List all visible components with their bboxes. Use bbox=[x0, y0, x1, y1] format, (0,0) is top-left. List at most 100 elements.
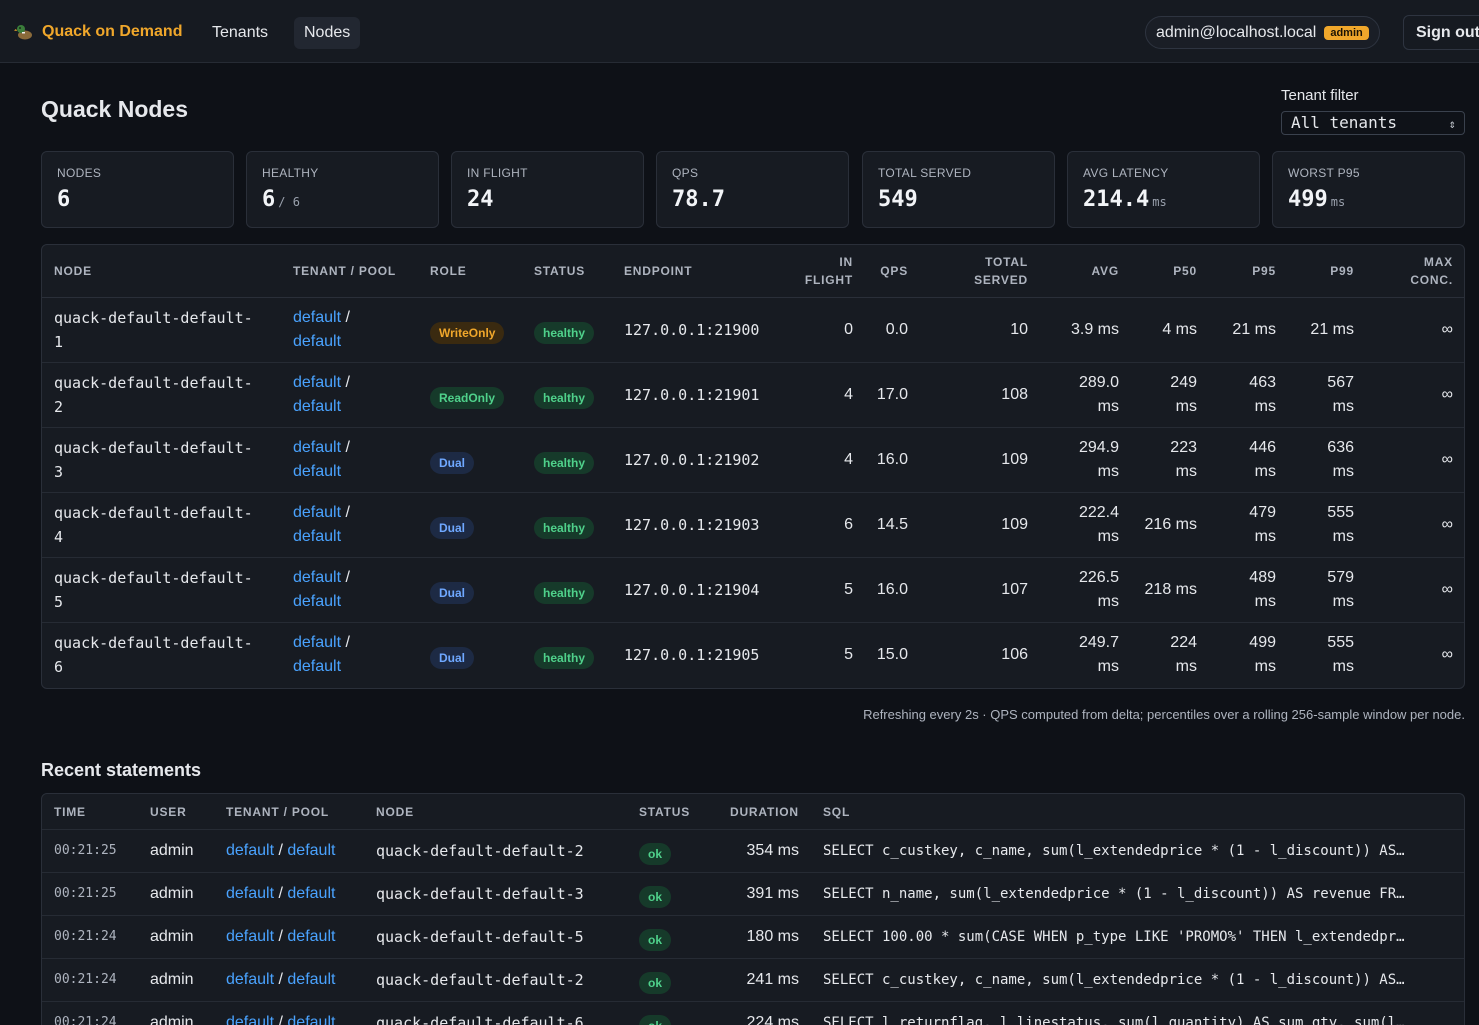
max-concurrency: ∞ bbox=[1441, 581, 1453, 598]
statement-node: quack-default-default-5 bbox=[376, 928, 584, 946]
pool-link[interactable]: default bbox=[293, 333, 342, 350]
statement-row[interactable]: 00:21:25 admin default / default quack-defa… bbox=[42, 829, 1464, 872]
stat-label: QPS bbox=[672, 166, 699, 180]
pool-link[interactable]: default bbox=[293, 528, 342, 545]
pool-link[interactable]: default bbox=[293, 398, 342, 415]
tenant-link[interactable]: default bbox=[226, 885, 275, 902]
node-name: quack-default-default- 5 bbox=[54, 569, 253, 611]
p50-latency: 224 ms bbox=[1170, 634, 1197, 675]
pool-link[interactable]: default bbox=[287, 971, 336, 988]
pool-link[interactable]: default bbox=[293, 593, 342, 610]
stat-card-qps: QPS 78.7 bbox=[656, 151, 849, 228]
total-served: 10 bbox=[1010, 321, 1028, 338]
status-badge: healthy bbox=[534, 452, 595, 474]
table-row: quack-default-default- 5 default / default D… bbox=[42, 558, 1464, 623]
avg-latency: 289.0 ms bbox=[1078, 374, 1119, 415]
status-badge: ok bbox=[639, 929, 672, 951]
status-badge: ok bbox=[639, 1015, 672, 1025]
column-header-user: USER bbox=[150, 805, 187, 819]
statement-row[interactable]: 00:21:25 admin default / default quack-defa… bbox=[42, 872, 1464, 915]
qps: 17.0 bbox=[876, 386, 908, 403]
max-concurrency: ∞ bbox=[1441, 451, 1453, 468]
avg-latency: 294.9 ms bbox=[1078, 439, 1119, 480]
user-menu[interactable]: admin@localhost.local admin bbox=[1145, 16, 1380, 49]
node-name: quack-default-default- 2 bbox=[54, 374, 253, 416]
max-concurrency: ∞ bbox=[1441, 646, 1453, 663]
statement-user: admin bbox=[150, 885, 194, 902]
statement-duration: 391 ms bbox=[746, 885, 799, 902]
in-flight: 0 bbox=[844, 321, 853, 338]
statement-row[interactable]: 00:21:24 admin default / default quack-defa… bbox=[42, 1001, 1464, 1025]
tenant-link[interactable]: default bbox=[293, 309, 342, 326]
in-flight: 5 bbox=[844, 581, 853, 598]
column-header-p99: P99 bbox=[1330, 264, 1354, 278]
sign-out-button[interactable]: Sign out bbox=[1403, 15, 1479, 50]
column-header-in-flight: IN FLIGHT bbox=[804, 255, 853, 287]
pool-link[interactable]: default bbox=[293, 658, 342, 675]
tenant-pool: default / default bbox=[293, 374, 350, 415]
stat-value: 78.7 bbox=[672, 187, 725, 212]
stat-card-total-served: TOTAL SERVED 549 bbox=[862, 151, 1055, 228]
statement-row[interactable]: 00:21:24 admin default / default quack-defa… bbox=[42, 915, 1464, 958]
user-email: admin@localhost.local bbox=[1156, 23, 1317, 41]
tenant-link[interactable]: default bbox=[293, 634, 342, 651]
p50-latency: 249 ms bbox=[1170, 374, 1197, 415]
status-badge: healthy bbox=[534, 582, 595, 604]
statement-row[interactable]: 00:21:24 admin default / default quack-defa… bbox=[42, 958, 1464, 1001]
qps: 15.0 bbox=[876, 646, 908, 663]
pool-link[interactable]: default bbox=[287, 1014, 336, 1025]
p99-latency: 21 ms bbox=[1310, 321, 1354, 338]
column-header-qps: QPS bbox=[880, 264, 908, 278]
brand-link[interactable]: Quack on Demand bbox=[14, 20, 182, 44]
status-badge: ok bbox=[639, 972, 672, 994]
table-row: quack-default-default- 1 default / default W… bbox=[42, 298, 1464, 363]
column-header-p50: P50 bbox=[1173, 264, 1197, 278]
nodes-table: NODE TENANT / POOL ROLE STATUS ENDPOINT … bbox=[41, 244, 1465, 689]
role-badge: Dual bbox=[430, 517, 475, 539]
tenant-link[interactable]: default bbox=[226, 1014, 275, 1025]
tenant-link[interactable]: default bbox=[226, 928, 275, 945]
tenant-pool: default / default bbox=[226, 1011, 335, 1025]
stat-card-avg-latency: AVG LATENCY 214.4 ms bbox=[1067, 151, 1260, 228]
chevron-updown-icon: ⇕ bbox=[1448, 117, 1456, 131]
stat-value: 6 bbox=[57, 187, 71, 212]
pool-link[interactable]: default bbox=[287, 928, 336, 945]
tenant-link[interactable]: default bbox=[226, 842, 275, 859]
role-badge: ReadOnly bbox=[430, 387, 505, 409]
stat-unit: / 6 bbox=[278, 195, 300, 209]
p50-latency: 218 ms bbox=[1144, 581, 1197, 598]
statement-duration: 180 ms bbox=[746, 928, 799, 945]
pool-link[interactable]: default bbox=[293, 463, 342, 480]
avg-latency: 222.4 ms bbox=[1078, 504, 1119, 545]
column-header-max-conc: MAX CONC. bbox=[1410, 255, 1453, 287]
endpoint: 127.0.0.1:21903 bbox=[624, 516, 760, 534]
tab-nodes[interactable]: Nodes bbox=[294, 17, 361, 49]
statement-time: 00:21:25 bbox=[54, 886, 117, 901]
statement-duration: 224 ms bbox=[746, 1014, 799, 1025]
tenant-link[interactable]: default bbox=[293, 504, 342, 521]
pool-link[interactable]: default bbox=[287, 885, 336, 902]
role-badge: WriteOnly bbox=[430, 322, 505, 344]
endpoint: 127.0.0.1:21901 bbox=[624, 386, 760, 404]
tenant-link[interactable]: default bbox=[293, 569, 342, 586]
total-served: 107 bbox=[1001, 581, 1028, 598]
column-header-status: STATUS bbox=[534, 264, 586, 278]
endpoint: 127.0.0.1:21900 bbox=[624, 321, 760, 339]
tenant-filter-select[interactable]: All tenants ⇕ bbox=[1281, 111, 1465, 135]
p99-latency: 567 ms bbox=[1327, 374, 1354, 415]
tenant-pool: default / default bbox=[226, 885, 336, 902]
tenant-link[interactable]: default bbox=[293, 439, 342, 456]
column-header-node: NODE bbox=[376, 805, 414, 819]
tab-tenants[interactable]: Tenants bbox=[212, 24, 269, 41]
column-header-role: ROLE bbox=[430, 264, 467, 278]
stat-label: WORST P95 bbox=[1288, 166, 1360, 180]
tenant-link[interactable]: default bbox=[226, 971, 275, 988]
statement-sql: SELECT 100.00 * sum(CASE WHEN p_type LIK… bbox=[823, 929, 1405, 945]
refresh-footnote: Refreshing every 2s · QPS computed from … bbox=[863, 707, 1465, 722]
tenant-link[interactable]: default bbox=[293, 374, 342, 391]
max-concurrency: ∞ bbox=[1441, 321, 1453, 338]
status-badge: ok bbox=[639, 843, 672, 865]
pool-link[interactable]: default bbox=[287, 842, 336, 859]
tenant-filter-label: Tenant filter bbox=[1281, 87, 1359, 104]
stat-value: 6/ 6 bbox=[262, 187, 300, 212]
